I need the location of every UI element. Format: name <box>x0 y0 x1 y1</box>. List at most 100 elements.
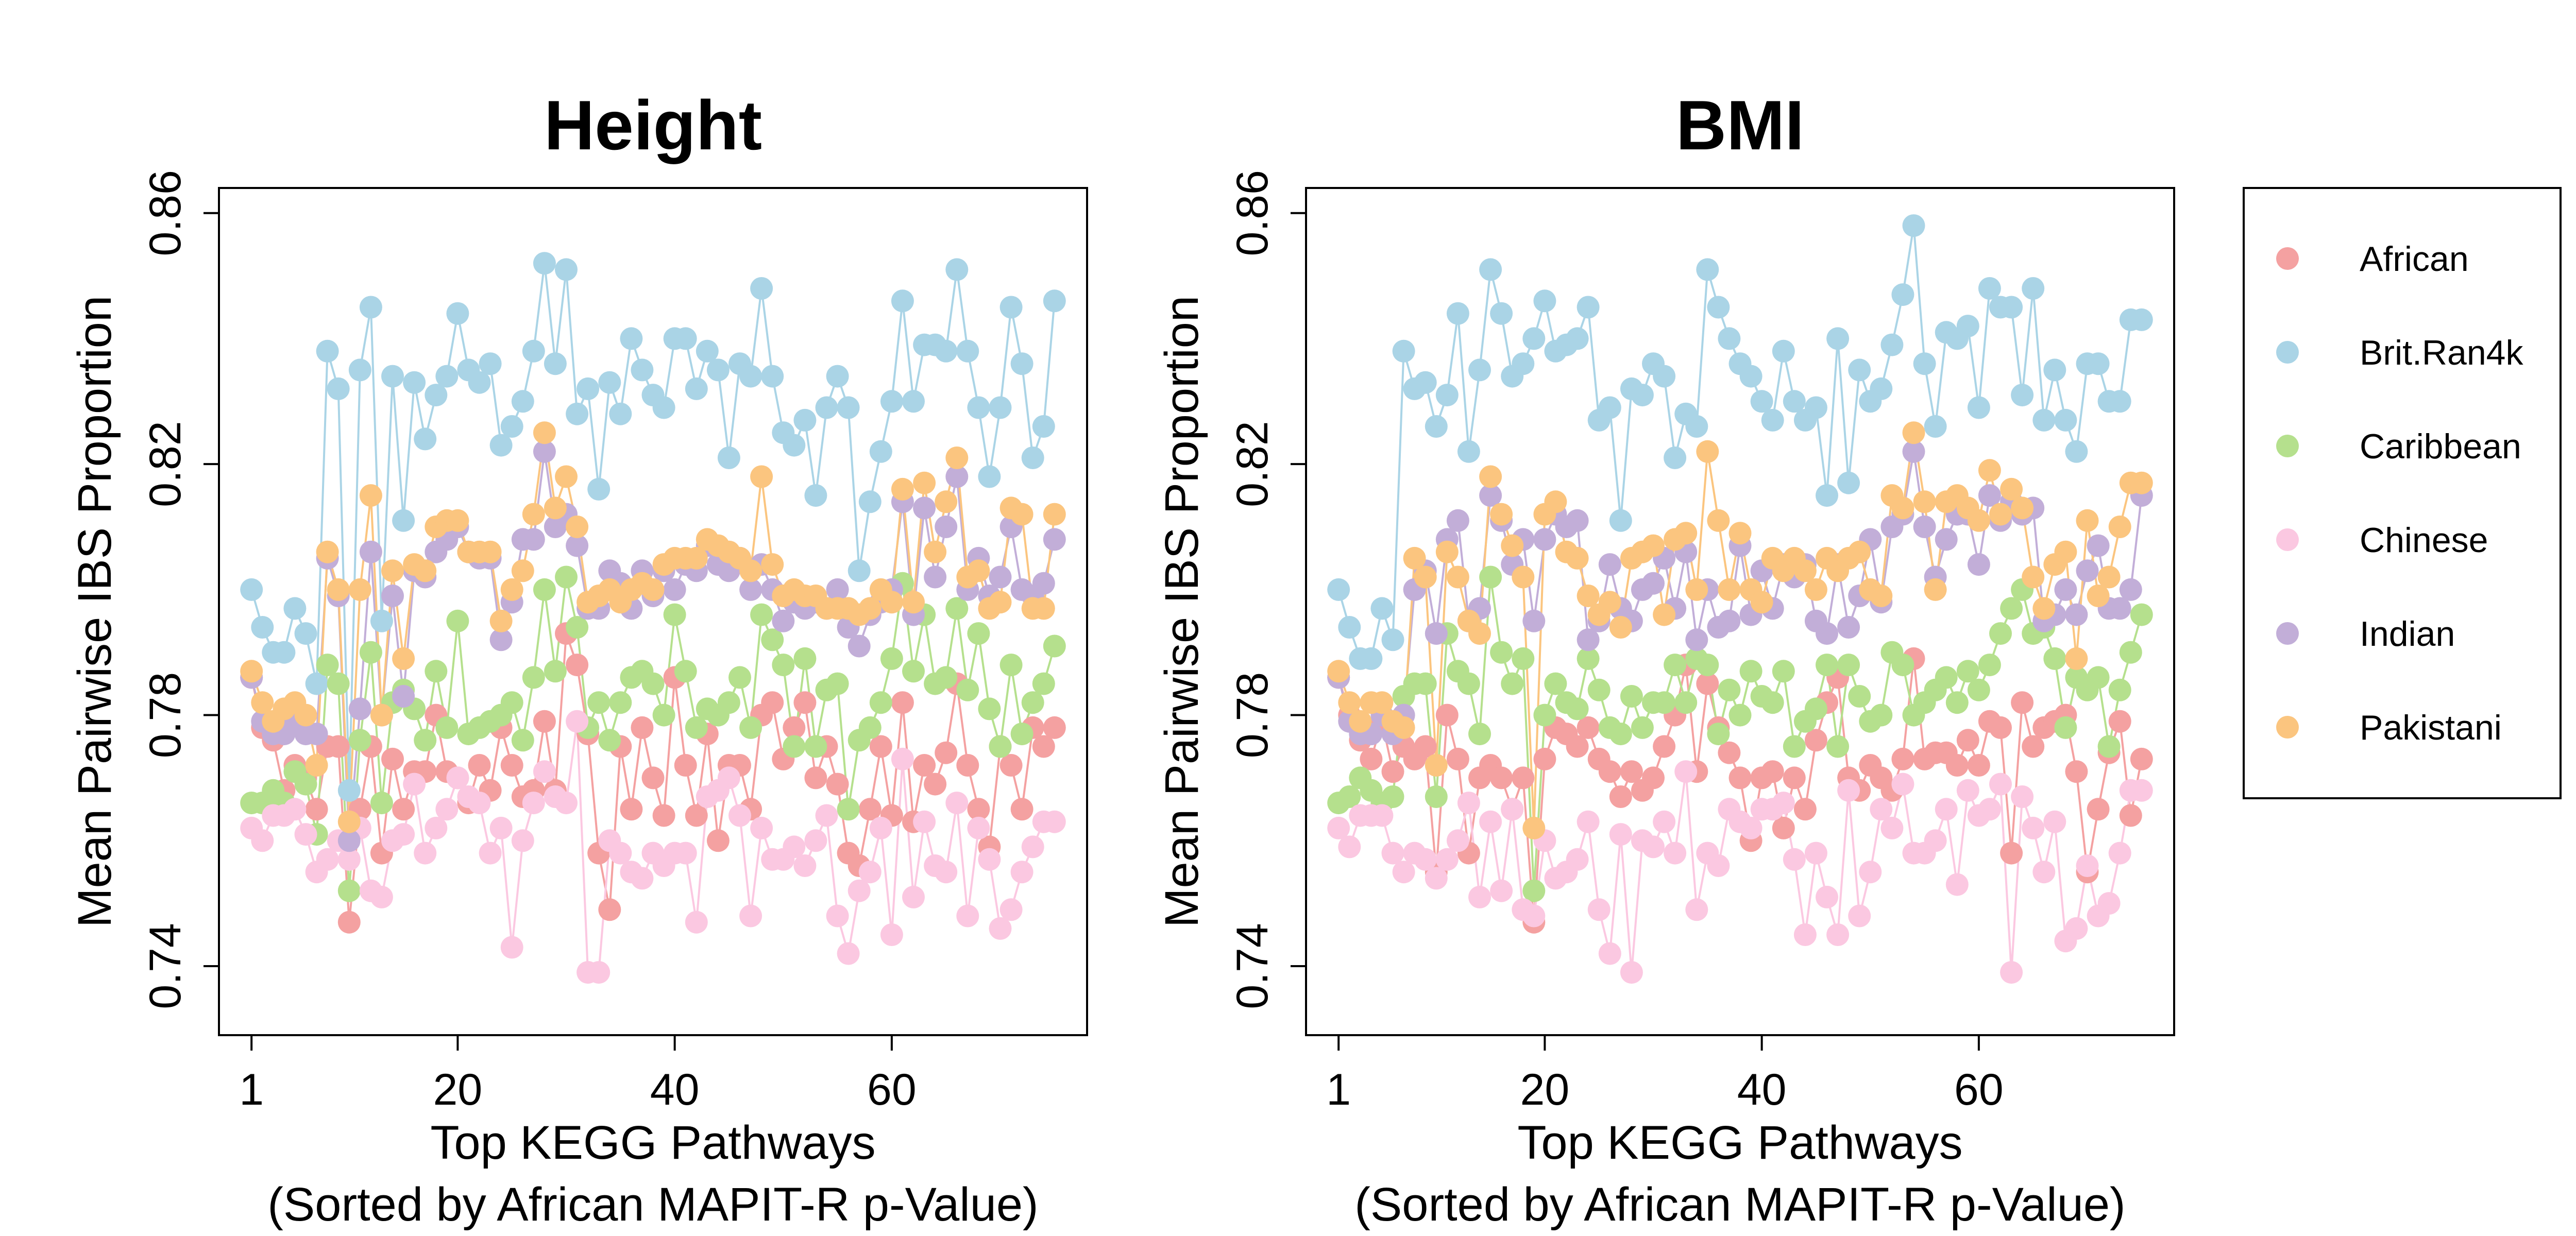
data-point-chinese <box>1381 842 1404 865</box>
data-point-african <box>2087 798 2110 821</box>
data-point-caribbean <box>1512 647 1535 670</box>
data-point-pakistani <box>1728 522 1752 545</box>
x-tick-label: 40 <box>650 1065 700 1114</box>
data-point-pakistani <box>924 540 947 563</box>
data-point-brit-ran4k <box>631 358 654 382</box>
data-point-african <box>1010 798 1033 821</box>
data-point-chinese <box>566 710 589 733</box>
data-point-indian <box>1642 572 1665 595</box>
data-point-brit-ran4k <box>577 377 600 400</box>
x-tick-label: 1 <box>1326 1065 1351 1114</box>
series-points <box>1327 214 2153 984</box>
data-point-brit-ran4k <box>1718 327 1741 350</box>
data-point-indian <box>305 723 328 746</box>
data-point-caribbean <box>500 691 523 714</box>
data-point-chinese <box>414 842 437 865</box>
data-point-pakistani <box>2022 565 2045 589</box>
data-point-chinese <box>869 816 892 839</box>
data-point-caribbean <box>1967 678 1990 701</box>
data-point-brit-ran4k <box>500 415 523 438</box>
data-point-chinese <box>1783 848 1806 871</box>
data-point-chinese <box>999 898 1023 921</box>
data-point-chinese <box>1804 842 1827 865</box>
data-point-indian <box>348 697 371 720</box>
data-point-pakistani <box>2097 565 2121 589</box>
data-point-caribbean <box>1043 634 1066 658</box>
data-point-indian <box>663 578 686 601</box>
y-axis-label: Mean Pairwise IBS Proportion <box>1156 296 1208 928</box>
data-point-african <box>891 691 914 714</box>
series-points-pakistani <box>1327 421 2153 839</box>
plot-frame <box>218 187 1088 1036</box>
data-point-african <box>620 798 643 821</box>
data-point-chinese <box>1338 835 1361 859</box>
data-point-chinese <box>533 760 556 783</box>
x-tick-label: 1 <box>239 1065 264 1114</box>
data-point-indian <box>359 540 382 563</box>
data-point-chinese <box>2022 816 2045 839</box>
data-point-brit-ran4k <box>566 402 589 425</box>
data-point-pakistani <box>1425 754 1448 777</box>
data-point-indian <box>826 578 849 601</box>
data-point-chinese <box>511 829 534 852</box>
data-point-brit-ran4k <box>251 616 274 639</box>
data-point-indian <box>1685 628 1708 651</box>
data-point-pakistani <box>2032 597 2056 620</box>
legend-marker <box>2276 435 2299 457</box>
data-point-pakistani <box>1446 565 1469 589</box>
data-point-african <box>631 716 654 739</box>
data-point-pakistani <box>641 578 665 601</box>
data-point-pakistani <box>414 559 437 582</box>
data-point-brit-ran4k <box>1457 440 1480 463</box>
data-point-african <box>2130 747 2153 770</box>
data-point-chinese <box>1327 816 1350 839</box>
data-point-brit-ran4k <box>1490 302 1513 325</box>
data-point-african <box>674 754 697 777</box>
data-point-brit-ran4k <box>761 365 784 388</box>
data-point-brit-ran4k <box>1338 616 1361 639</box>
legend-label: Caribbean <box>2360 427 2521 466</box>
data-point-caribbean <box>717 691 740 714</box>
data-point-chinese <box>1870 798 1893 821</box>
data-point-chinese <box>2000 961 2023 984</box>
data-point-chinese <box>858 861 882 884</box>
data-point-brit-ran4k <box>1598 396 1621 419</box>
data-point-brit-ran4k <box>1653 365 1676 388</box>
data-point-pakistani <box>305 754 328 777</box>
data-point-chinese <box>1837 779 1860 802</box>
data-point-chinese <box>750 816 773 839</box>
data-point-african <box>337 911 361 934</box>
data-point-pakistani <box>240 660 263 683</box>
data-point-brit-ran4k <box>1837 471 1860 494</box>
data-point-pakistani <box>935 490 958 513</box>
data-point-caribbean <box>2108 678 2131 701</box>
data-point-african <box>598 898 621 921</box>
x-tick-label: 60 <box>1954 1065 2004 1114</box>
data-point-chinese <box>1848 904 1871 928</box>
data-point-caribbean <box>1696 654 1719 677</box>
data-point-african <box>1728 766 1752 789</box>
data-point-chinese <box>989 917 1012 940</box>
data-point-caribbean <box>652 703 675 727</box>
data-point-chinese <box>1598 942 1621 965</box>
data-point-brit-ran4k <box>706 358 730 382</box>
data-point-brit-ran4k <box>858 490 882 513</box>
data-point-indian <box>1935 528 1958 551</box>
data-point-african <box>2022 735 2045 758</box>
data-point-brit-ran4k <box>1664 447 1687 469</box>
data-point-pakistani <box>1989 503 2012 526</box>
x-tick-label: 20 <box>433 1065 483 1114</box>
data-point-brit-ran4k <box>273 641 296 664</box>
data-point-indian <box>1913 516 1936 538</box>
data-point-pakistani <box>294 703 317 727</box>
data-point-indian <box>2076 559 2099 582</box>
data-point-brit-ran4k <box>359 296 382 319</box>
data-point-indian <box>1032 572 1055 595</box>
data-point-caribbean <box>1381 785 1404 808</box>
data-point-caribbean <box>2043 647 2066 670</box>
data-point-pakistani <box>381 559 404 582</box>
data-point-african <box>858 798 882 821</box>
data-point-pakistani <box>555 465 578 488</box>
data-point-chinese <box>1566 848 1589 871</box>
data-point-caribbean <box>793 647 817 670</box>
